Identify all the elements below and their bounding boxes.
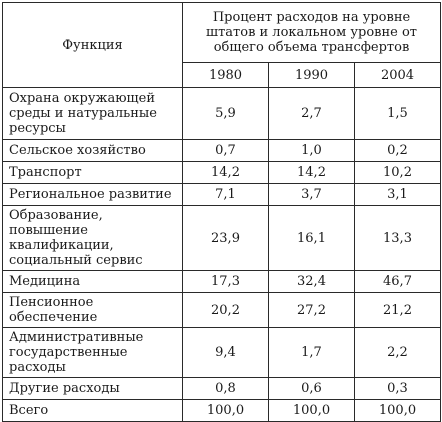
- value-1980: 7,1: [182, 183, 269, 206]
- value-1990: 16,1: [268, 205, 355, 271]
- value-2004: 3,1: [354, 183, 441, 206]
- row-label: Другие расходы: [2, 377, 183, 400]
- value-2004: 10,2: [354, 161, 441, 184]
- value-1990: 100,0: [268, 399, 355, 422]
- row-label: Всего: [2, 399, 183, 422]
- table-row: Административные государственные расходы…: [2, 327, 441, 378]
- row-label: Образование, повышение квалификации, соц…: [2, 205, 183, 271]
- table-row: Другие расходы 0,8 0,6 0,3: [2, 377, 441, 400]
- value-1980: 9,4: [182, 327, 269, 378]
- value-1990: 2,7: [268, 87, 355, 140]
- value-2004: 1,5: [354, 87, 441, 140]
- value-1990: 0,6: [268, 377, 355, 400]
- value-1980: 20,2: [182, 292, 269, 328]
- row-label: Административные государственные расходы: [2, 327, 183, 378]
- value-1990: 27,2: [268, 292, 355, 328]
- value-2004: 13,3: [354, 205, 441, 271]
- year-header-2004: 2004: [354, 62, 441, 88]
- table-row: Транспорт 14,2 14,2 10,2: [2, 161, 441, 184]
- table-row: Региональное развитие 7,1 3,7 3,1: [2, 183, 441, 206]
- table-row: Образование, повышение квалификации, соц…: [2, 205, 441, 271]
- value-1980: 0,8: [182, 377, 269, 400]
- row-label: Медицина: [2, 270, 183, 293]
- table-row: Сельское хозяйство 0,7 1,0 0,2: [2, 139, 441, 162]
- value-2004: 0,3: [354, 377, 441, 400]
- row-label: Охрана окружающей среды и натуральные ре…: [2, 87, 183, 140]
- year-header-1980: 1980: [182, 62, 269, 88]
- value-2004: 2,2: [354, 327, 441, 378]
- row-label: Пенсионное обеспечение: [2, 292, 183, 328]
- value-2004: 0,2: [354, 139, 441, 162]
- value-1980: 0,7: [182, 139, 269, 162]
- value-1980: 23,9: [182, 205, 269, 271]
- value-1990: 32,4: [268, 270, 355, 293]
- header-row: Функция Процент расходов на уровне штато…: [2, 2, 441, 88]
- percentage-group-header: Процент расходов на уровне штатов и лока…: [182, 2, 441, 63]
- year-header-1990: 1990: [268, 62, 355, 88]
- function-column-header: Функция: [2, 2, 183, 88]
- value-2004: 100,0: [354, 399, 441, 422]
- value-1990: 1,7: [268, 327, 355, 378]
- value-2004: 46,7: [354, 270, 441, 293]
- value-1990: 3,7: [268, 183, 355, 206]
- value-1980: 17,3: [182, 270, 269, 293]
- value-2004: 21,2: [354, 292, 441, 328]
- value-1980: 5,9: [182, 87, 269, 140]
- value-1990: 1,0: [268, 139, 355, 162]
- value-1980: 14,2: [182, 161, 269, 184]
- row-label: Сельское хозяйство: [2, 139, 183, 162]
- year-header-row: 1980 1990 2004: [3, 62, 441, 88]
- row-label: Региональное развитие: [2, 183, 183, 206]
- table-row: Медицина 17,3 32,4 46,7: [2, 270, 441, 293]
- table-row: Охрана окружающей среды и натуральные ре…: [2, 87, 441, 140]
- table-row: Всего 100,0 100,0 100,0: [2, 399, 441, 422]
- row-label: Транспорт: [2, 161, 183, 184]
- value-1980: 100,0: [182, 399, 269, 422]
- value-1990: 14,2: [268, 161, 355, 184]
- table-row: Пенсионное обеспечение 20,2 27,2 21,2: [2, 292, 441, 328]
